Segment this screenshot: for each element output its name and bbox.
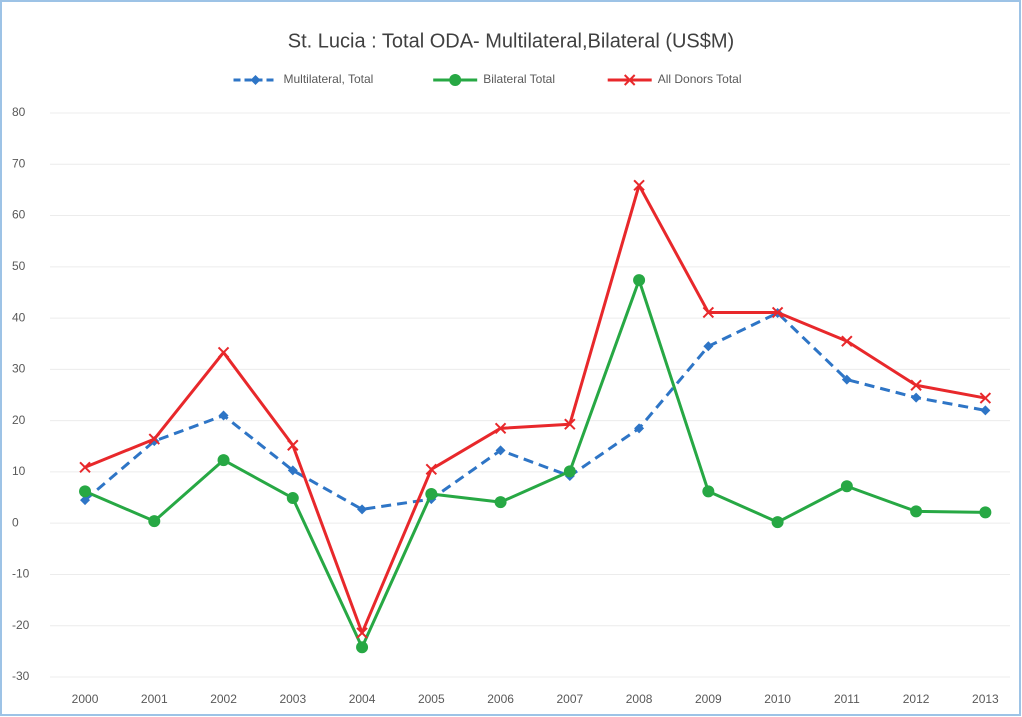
point [841,374,852,385]
point [217,454,230,467]
point [564,418,576,430]
series-line [84,278,986,649]
point [425,463,438,476]
point [633,274,646,287]
x-tick-label: 2008 [626,692,653,706]
x-tick-label: 2009 [695,692,722,706]
x-tick-label: 2003 [279,692,306,706]
point [840,480,853,493]
point [563,465,576,478]
y-tick-label: 0 [12,515,19,529]
y-tick-label: -10 [12,567,30,581]
x-tick-label: 2006 [487,692,514,706]
point [287,465,298,476]
point [80,495,91,506]
point [287,439,299,451]
point [356,627,368,639]
point [979,506,992,519]
legend-item: Multilateral, Total [233,72,374,86]
y-tick-label: 30 [12,362,26,376]
x-tick-label: 2012 [903,692,930,706]
point [357,504,368,515]
x-tick-label: 2002 [210,692,237,706]
point [980,405,991,416]
legend-marker [623,74,636,86]
point [494,496,507,509]
x-tick-label: 2000 [72,692,99,706]
y-tick-label: -20 [12,618,30,632]
legend-item: All Donors Total [607,72,742,86]
y-tick-label: 50 [12,259,26,273]
point [771,516,784,529]
x-tick-label: 2004 [349,692,376,706]
point [495,445,506,456]
x-tick-label: 2011 [834,692,860,706]
point [911,392,922,403]
point [771,306,784,319]
point [217,346,230,359]
y-tick-label: 10 [12,464,26,478]
y-tick-label: -30 [12,669,30,683]
point [356,641,369,654]
legend-marker [250,75,261,85]
point [702,306,715,319]
point [910,379,922,391]
point [633,179,645,192]
point [148,433,160,445]
y-tick-label: 80 [12,105,26,119]
series-line [84,183,986,635]
point [702,485,715,498]
y-tick-label: 20 [12,413,26,427]
point [148,515,161,528]
legend-item: Bilateral Total [433,72,555,86]
legend-label: Multilateral, Total [284,72,374,86]
x-tick-label: 2005 [418,692,445,706]
point [494,422,507,435]
chart-title: St. Lucia : Total ODA- Multilateral,Bila… [288,30,734,52]
point [79,461,91,474]
point [218,410,229,421]
y-tick-label: 40 [12,310,26,324]
x-tick-label: 2001 [141,692,168,706]
x-tick-label: 2010 [764,692,791,706]
y-tick-label: 70 [12,156,26,170]
point [634,423,645,434]
x-tick-label: 2007 [556,692,583,706]
legend-label: Bilateral Total [483,72,555,86]
legend-label: All Donors Total [658,72,742,86]
point [425,487,438,500]
y-tick-label: 60 [12,208,26,222]
point [286,492,299,505]
point [703,341,714,352]
point [79,485,92,498]
point [910,505,923,518]
point [841,335,853,347]
series-line [84,311,986,511]
x-tick-label: 2013 [972,692,999,706]
legend-marker [449,74,462,86]
point [979,392,992,404]
